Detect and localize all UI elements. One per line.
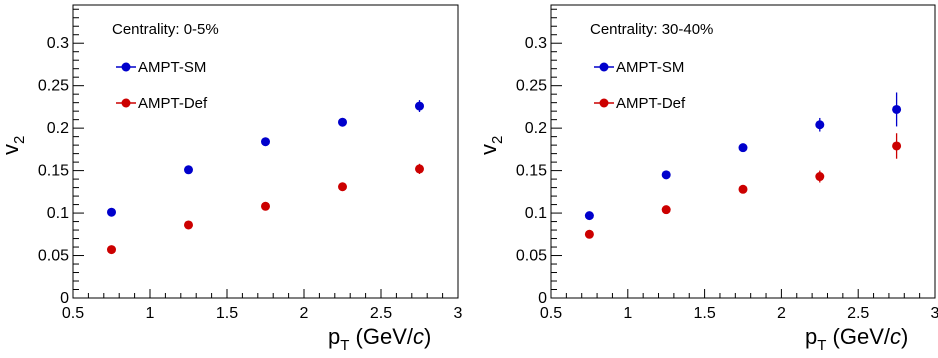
y-tick-label: 0.3 [525, 35, 547, 52]
data-point [107, 207, 116, 217]
centrality-annotation: Centrality: 30-40% [590, 21, 713, 38]
legend-marker [121, 98, 131, 108]
y-tick-label: 0.15 [516, 163, 547, 180]
legend-entry-ampt-def: AMPT-Def [594, 95, 686, 112]
x-axis-label: pT (GeV/c) [328, 324, 431, 354]
y-tick-label: 0 [538, 290, 547, 307]
y-tick-label: 0 [60, 290, 69, 307]
series-ampt-def [107, 163, 424, 255]
legend-label: AMPT-SM [616, 59, 684, 76]
data-point [892, 141, 902, 151]
x-tick-label: 2.5 [847, 305, 869, 322]
data-point [661, 205, 671, 215]
data-point [815, 120, 825, 130]
data-point [107, 245, 116, 255]
y-tick-label: 0.3 [47, 35, 69, 52]
data-point [184, 165, 193, 175]
y-tick-label: 0.1 [47, 205, 69, 222]
y-tick-label: 0.15 [38, 163, 69, 180]
y-tick-label: 0.05 [38, 248, 69, 265]
data-point [415, 101, 424, 111]
x-tick-label: 2 [300, 305, 309, 322]
data-point [661, 170, 671, 180]
y-tick-label: 0.25 [38, 78, 69, 95]
y-axis-label: v2 [476, 136, 506, 155]
plot-frame [550, 4, 936, 299]
x-tick-label: 2 [777, 305, 786, 322]
data-point [892, 104, 902, 114]
legend-marker [599, 98, 609, 108]
series-ampt-sm [584, 92, 902, 221]
x-tick-label: 1 [623, 305, 632, 322]
x-axis-label: pT (GeV/c) [805, 324, 908, 354]
centrality-annotation: Centrality: 0-5% [112, 21, 219, 38]
x-tick-label: 3 [931, 305, 938, 322]
y-tick-label: 0.05 [516, 248, 547, 265]
x-tick-label: 1.5 [693, 305, 715, 322]
y-tick-label: 0.1 [525, 205, 547, 222]
legend-label: AMPT-SM [138, 59, 206, 76]
legend-entry-ampt-sm: AMPT-SM [594, 59, 684, 76]
data-point [184, 220, 193, 230]
data-point [584, 229, 594, 239]
panel-2: 0.5 1 1.5 2 2.5 3 0 0.05 0.1 0.15 0.2 0.25 0.3 pT (Ge… [476, 4, 938, 354]
y-axis-label: v2 [0, 136, 28, 155]
legend-entry-ampt-def: AMPT-Def [116, 95, 208, 112]
x-tick-label: 0.5 [62, 305, 84, 322]
series-ampt-sm [107, 100, 424, 217]
legend-marker [121, 62, 131, 72]
series-ampt-def [584, 133, 902, 239]
data-point [738, 184, 748, 194]
data-point [261, 201, 270, 211]
panel-1: 0.5 1 1.5 2 2.5 3 0 0.05 0.1 0.15 0.2 0.25 0.3 pT (Ge… [0, 4, 463, 354]
x-tick-label: 0.5 [540, 305, 562, 322]
data-point [338, 117, 347, 127]
data-point [261, 137, 270, 147]
y-tick-label: 0.2 [525, 120, 547, 137]
legend-label: AMPT-Def [138, 95, 208, 112]
data-point [815, 172, 825, 182]
plot-frame [72, 4, 459, 299]
legend-marker [599, 62, 609, 72]
x-tick-label: 1.5 [216, 305, 238, 322]
data-point [584, 211, 594, 221]
x-tick-label: 2.5 [370, 305, 392, 322]
y-tick-label: 0.25 [516, 78, 547, 95]
legend-entry-ampt-sm: AMPT-SM [116, 59, 206, 76]
data-point [415, 164, 424, 174]
data-point [738, 143, 748, 153]
data-point [338, 182, 347, 192]
x-tick-label: 3 [454, 305, 463, 322]
legend-label: AMPT-Def [616, 95, 686, 112]
x-tick-label: 1 [146, 305, 155, 322]
y-tick-label: 0.2 [47, 120, 69, 137]
